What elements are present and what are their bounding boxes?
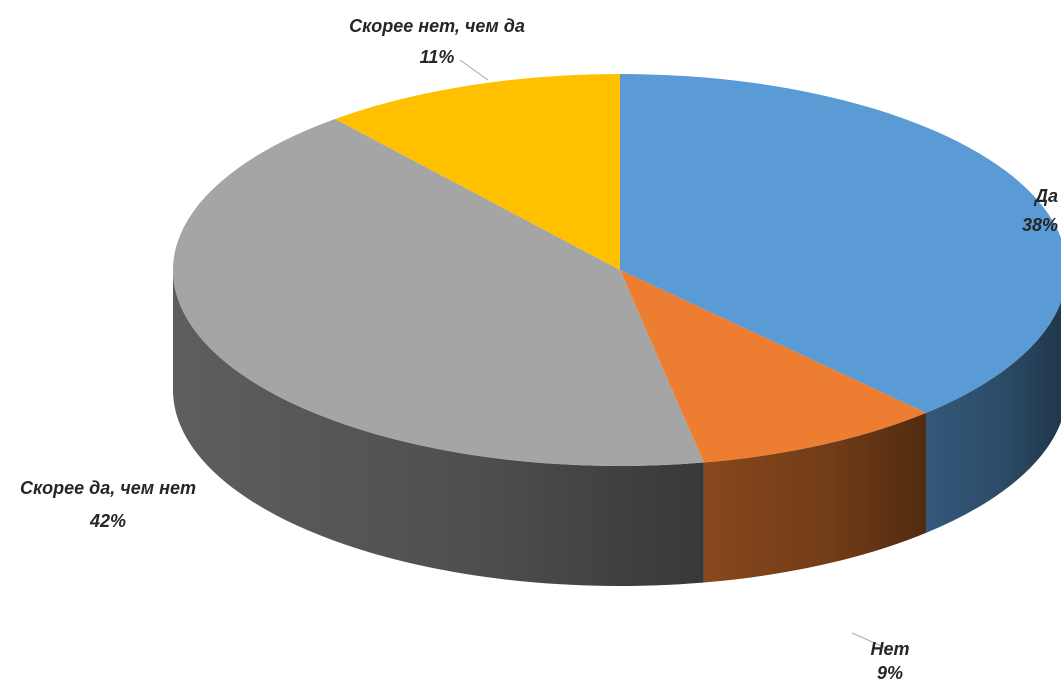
slice-label-net-value: 9% — [877, 663, 903, 682]
slice-side-shade-net — [703, 412, 926, 583]
slice-label-skoree-da-value: 42% — [89, 511, 126, 531]
slice-label-da-value: 38% — [1022, 215, 1058, 235]
slice-label-skoree-net-name: Скорее нет, чем да — [349, 16, 525, 36]
slice-side-shade-skoree-da — [173, 270, 704, 587]
slice-net — [620, 270, 926, 463]
pie-top-faces — [172, 74, 1061, 467]
slice-label-skoree-da: Скорее да, чем нет 42% — [20, 478, 196, 531]
pie-sides — [173, 270, 1061, 587]
slice-skoree-da — [172, 118, 704, 467]
slice-label-net-leader — [851, 632, 894, 652]
slice-label-da-name: Да — [1033, 186, 1058, 206]
slice-label-da: Да 38% — [1022, 186, 1058, 235]
slice-label-net: Нет 9% — [851, 632, 910, 682]
slice-label-skoree-net-value: 11% — [420, 47, 455, 67]
slice-label-skoree-net: Скорее нет, чем да 11% — [349, 16, 525, 81]
slice-label-skoree-da-name: Скорее да, чем нет — [20, 478, 196, 498]
slice-label-net-name: Нет — [870, 639, 909, 659]
slice-skoree-net — [335, 74, 620, 270]
pie-labels: Да 38% Нет 9% Скорее да, чем нет 42% Ско… — [20, 16, 1058, 682]
slice-side-shade-da — [925, 301, 1061, 533]
slice-label-skoree-net-leader — [459, 59, 489, 81]
slice-da — [620, 74, 1061, 413]
